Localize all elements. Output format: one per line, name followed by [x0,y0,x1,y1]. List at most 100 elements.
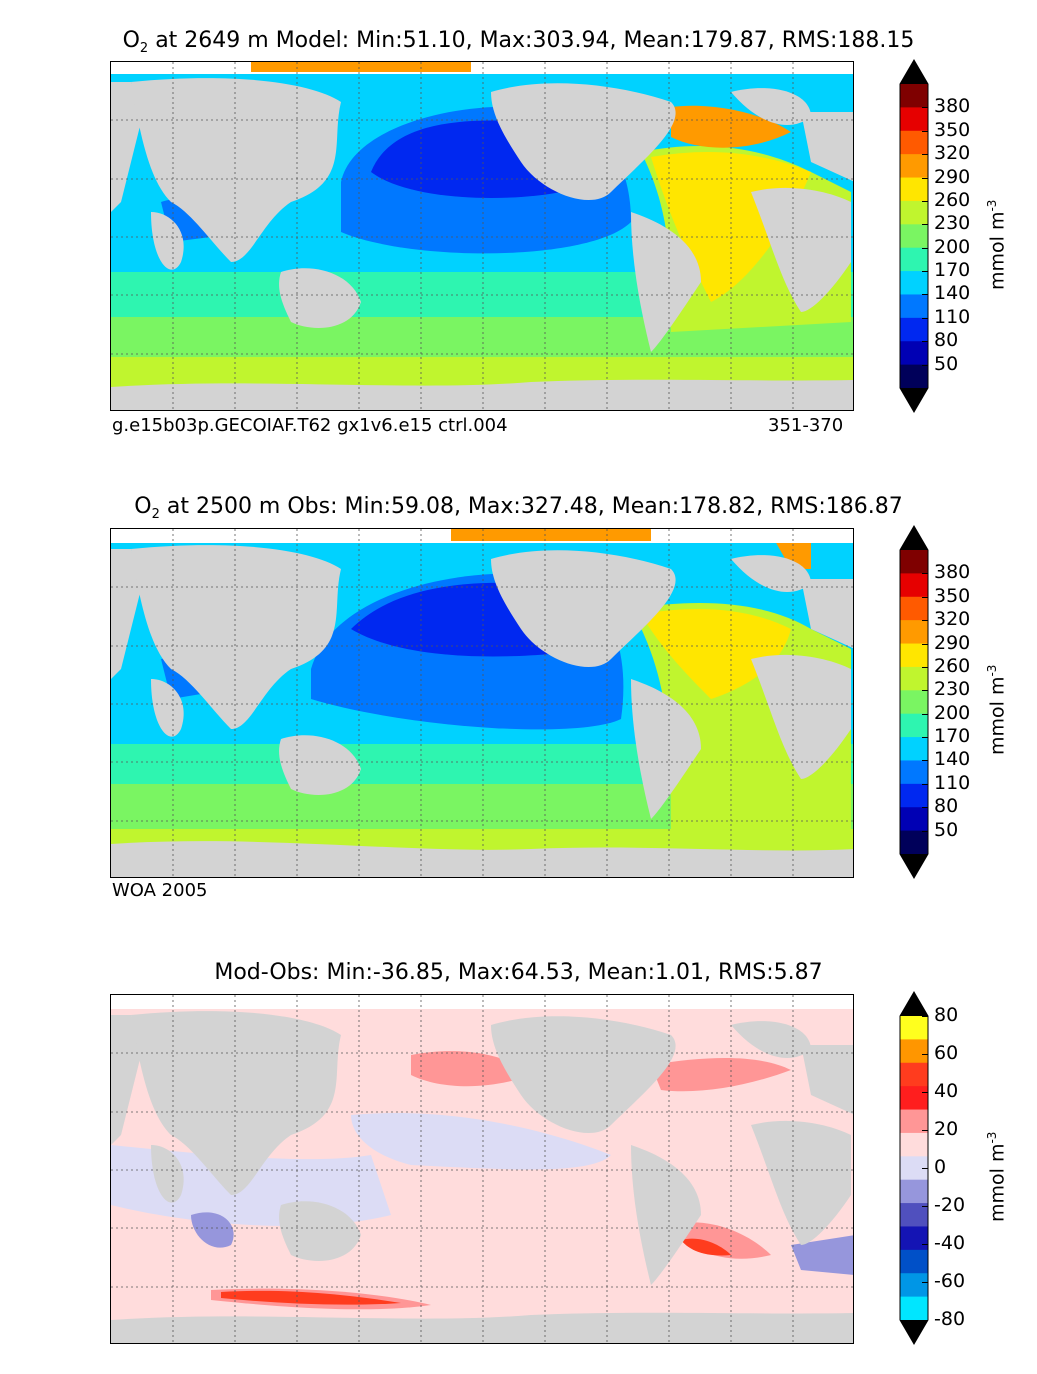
colorbar-swatch [900,550,928,574]
colorbar-swatch [900,596,928,621]
colorbar-tick-label: 110 [934,771,971,794]
colorbar-tick-mark [922,1054,928,1055]
colorbar-tick-mark [922,224,928,226]
colorbar-tick-label: 110 [934,305,971,328]
colorbar-swatch [900,107,928,132]
colorbar-swatches [899,991,929,1345]
colorbar-tick-mark [922,596,928,598]
colorbar-tick-mark [922,620,928,622]
panel1-title-subscript: 2 [139,41,149,56]
colorbar-swatch [900,247,928,272]
colorbar-swatch [900,1273,928,1298]
colorbar-swatch [900,177,928,202]
colorbar-outline [899,59,929,413]
colorbar-swatch [900,154,928,179]
colorbar-swatch [900,573,928,598]
colorbar-tick-label: -40 [934,1232,966,1254]
colorbar-swatch [900,1132,928,1157]
colorbar-tick-mark [922,317,928,319]
colorbar-swatch [900,1296,928,1321]
colorbar-bottom-arrow [900,388,928,412]
colorbar-tick-label: 290 [934,631,971,654]
colorbar-tick-mark [922,690,928,692]
panel2-title: O2 at 2500 m Obs: Min:59.08, Max:327.48,… [0,494,1037,522]
colorbar-tick-label: 380 [934,95,971,118]
colorbar-tick-mark [922,154,928,156]
colorbar-tick-label: 20 [934,1118,959,1140]
panel3-title: Mod-Obs: Min:-36.85, Max:64.53, Mean:1.0… [0,960,1037,985]
colorbar-swatch [900,1249,928,1274]
colorbar-tick-label: 170 [934,259,971,282]
difference-map [110,994,854,1344]
colorbar-tick-mark [922,643,928,645]
colorbar-tick-mark [922,737,928,739]
colorbar-swatch [900,1016,928,1040]
colorbar-tick-mark [922,666,928,668]
colorbar-tick-mark [922,1092,928,1093]
colorbar-tick-mark [922,130,928,132]
colorbar-swatch [900,830,928,855]
colorbar-tick-mark [922,760,928,762]
colorbar-tick-mark [922,177,928,179]
cb2-label-sup: -3 [985,664,999,677]
colorbar-swatch [900,1179,928,1204]
colorbar-tick-mark [922,107,928,109]
colorbar-tick-label: 50 [934,352,959,375]
panel2-title-subscript: 2 [151,507,160,522]
colorbar-top-arrow [900,526,928,550]
colorbar-tick-label: 80 [934,329,959,352]
cb3-label-sup: -3 [985,1131,999,1144]
panel2-title-prefix: O [134,494,152,519]
colorbar-swatch [900,317,928,342]
colorbar-swatch [900,200,928,225]
colorbar-swatch [900,1086,928,1111]
oxygen-colorbar-1 [899,59,929,413]
colorbar-tick-label: 40 [934,1080,959,1102]
colorbar-tick-label: 290 [934,165,971,188]
colorbar-swatch [900,271,928,295]
colorbar-tick-mark [922,1206,928,1207]
colorbar-tick-mark [922,807,928,809]
colorbar-swatch [900,620,928,645]
colorbar-tick-mark [922,573,928,575]
colorbar-tick-mark [922,830,928,832]
colorbar-tick-label: 380 [934,561,971,584]
panel2-source: WOA 2005 [112,880,208,901]
panel1-title-prefix: O [122,28,140,53]
colorbar-outline [899,525,929,879]
colorbar-bottom-arrow [900,854,928,878]
colorbar-tick-label: 200 [934,701,971,724]
colorbar-tick-label: 140 [934,282,971,305]
oxygen-colorbar-2-label: mmol m-3 [985,665,1008,755]
colorbar-tick-mark [922,200,928,202]
colorbar-tick-label: -80 [934,1308,966,1330]
colorbar-swatches [899,525,929,879]
colorbar-swatch [900,1062,928,1087]
colorbar-swatch [900,1156,928,1181]
colorbar-swatch [900,1039,928,1064]
colorbar-swatch [900,783,928,808]
colorbar-tick-label: 350 [934,584,971,607]
difference-colorbar [899,991,929,1345]
panel1-title-text: at 2649 m Model: Min:51.10, Max:303.94, … [148,28,915,53]
colorbar-swatch [900,760,928,785]
panel2-title-text: at 2500 m Obs: Min:59.08, Max:327.48, Me… [159,494,903,519]
colorbar-tick-mark [922,247,928,249]
colorbar-swatch [900,84,928,108]
colorbar-swatch [900,1203,928,1227]
colorbar-swatch [900,364,928,389]
model-oxygen-map [110,61,854,411]
colorbar-tick-label: 80 [934,795,959,818]
colorbar-tick-label: 230 [934,678,971,701]
colorbar-tick-label: 80 [934,1004,959,1026]
colorbar-swatch [900,341,928,366]
panel3-title-text: Mod-Obs: Min:-36.85, Max:64.53, Mean:1.0… [214,960,823,985]
panel1-case-name: g.e15b03p.GECOIAF.T62 gx1v6.e15 ctrl.004 [112,415,508,436]
colorbar-swatch [900,666,928,691]
panel1-title: O2 at 2649 m Model: Min:51.10, Max:303.9… [0,28,1037,56]
colorbar-tick-label: 350 [934,118,971,141]
colorbar-swatch [900,690,928,715]
colorbar-tick-label: 320 [934,142,971,165]
colorbar-swatch [900,713,928,738]
colorbar-tick-mark [922,1016,928,1017]
